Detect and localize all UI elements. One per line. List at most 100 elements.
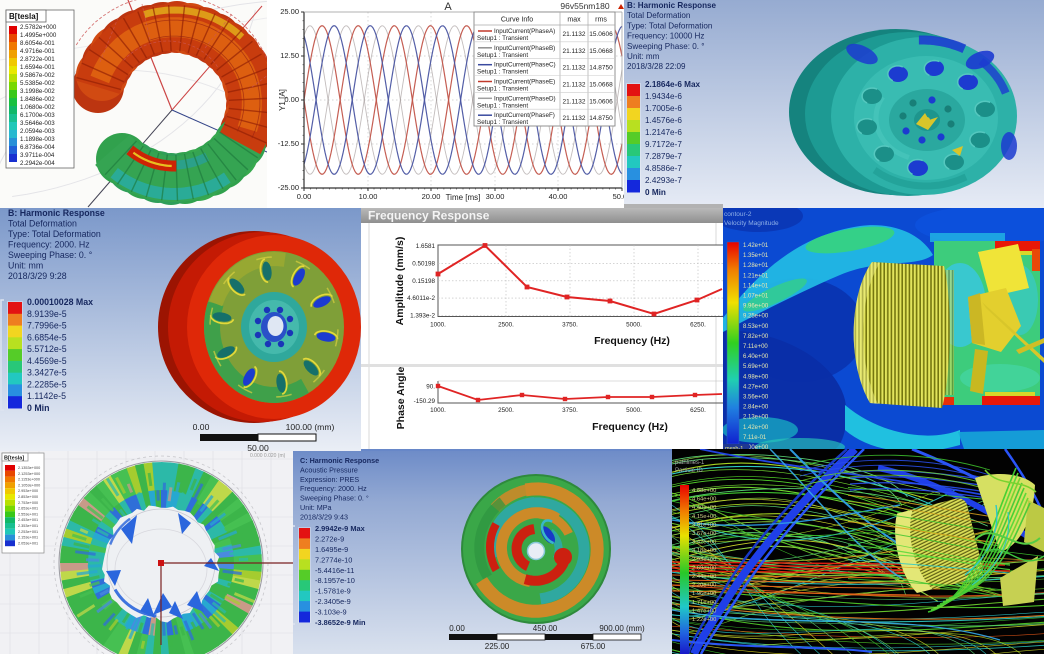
svg-text:Type: Total Deformation: Type: Total Deformation (8, 229, 101, 239)
svg-text:Unit: mm: Unit: mm (8, 261, 43, 271)
svg-text:2500.: 2500. (498, 407, 514, 414)
svg-text:2.272e-9: 2.272e-9 (315, 534, 344, 543)
svg-text:4.4569e-5: 4.4569e-5 (27, 356, 67, 366)
svg-text:A: A (444, 1, 452, 13)
svg-text:mesh-1: mesh-1 (725, 446, 743, 451)
svg-text:9.5867e-002: 9.5867e-002 (20, 72, 55, 79)
svg-text:-25.00: -25.00 (278, 183, 299, 192)
svg-text:1.47e+00: 1.47e+00 (692, 608, 716, 614)
svg-text:0.00: 0.00 (449, 624, 465, 633)
svg-text:4.64e+00: 4.64e+00 (692, 497, 716, 503)
svg-text:Expression: PRES: Expression: PRES (300, 475, 359, 484)
svg-text:2.69e+00: 2.69e+00 (692, 565, 716, 571)
svg-text:Frequency: 2000. Hz: Frequency: 2000. Hz (300, 484, 367, 493)
svg-text:1.35e+01: 1.35e+01 (743, 253, 769, 259)
svg-text:21.1132: 21.1132 (562, 31, 585, 38)
svg-text:7.11e-01: 7.11e-01 (743, 435, 767, 441)
svg-text:2.5782e+000: 2.5782e+000 (20, 24, 57, 31)
svg-text:6250.: 6250. (690, 322, 706, 329)
svg-text:3.5646e-003: 3.5646e-003 (20, 120, 55, 127)
svg-text:21.1132: 21.1132 (562, 65, 585, 72)
svg-text:Setup1 : Transient: Setup1 : Transient (477, 119, 528, 126)
svg-text:3.56e+00: 3.56e+00 (743, 395, 769, 401)
svg-text:1.4995e+000: 1.4995e+000 (20, 32, 57, 39)
svg-text:2.753e+000: 2.753e+000 (18, 501, 38, 505)
svg-text:0.00: 0.00 (297, 192, 312, 201)
svg-text:1.07e+01: 1.07e+01 (743, 294, 769, 300)
svg-text:2.853e+000: 2.853e+000 (18, 495, 38, 499)
svg-text:Setup1 : Transient: Setup1 : Transient (477, 86, 528, 93)
svg-text:1.28e+01: 1.28e+01 (743, 263, 769, 269)
svg-text:3.1998e-002: 3.1998e-002 (20, 88, 55, 95)
svg-text:21.1132: 21.1132 (562, 82, 585, 89)
svg-text:1.0680e-002: 1.0680e-002 (20, 104, 55, 111)
svg-text:0 Min: 0 Min (645, 188, 666, 197)
svg-text:Frequency (Hz): Frequency (Hz) (592, 421, 668, 433)
svg-text:12.50: 12.50 (280, 51, 299, 60)
svg-text:7.2774e-10: 7.2774e-10 (315, 555, 352, 564)
svg-text:6.6854e-5: 6.6854e-5 (27, 332, 67, 342)
svg-text:4.88e+00: 4.88e+00 (692, 488, 716, 494)
svg-text:1.42e+01: 1.42e+01 (743, 243, 769, 249)
svg-text:B[tesla]: B[tesla] (4, 456, 24, 462)
svg-text:2.93e+00: 2.93e+00 (692, 557, 716, 563)
svg-text:1.22e+00: 1.22e+00 (692, 617, 716, 623)
svg-text:Velocity Magnitude: Velocity Magnitude (724, 220, 779, 227)
svg-text:0.00: 0.00 (284, 95, 299, 104)
svg-text:14.8750: 14.8750 (589, 115, 613, 122)
svg-text:21.1132: 21.1132 (562, 48, 585, 55)
svg-text:Sweeping Phase: 0. °: Sweeping Phase: 0. ° (8, 250, 92, 260)
svg-text:0 Min: 0 Min (27, 403, 49, 413)
svg-text:-3.103e-9: -3.103e-9 (315, 608, 347, 617)
svg-text:2.44e+00: 2.44e+00 (692, 574, 716, 580)
svg-text:Sweeping Phase: 0. °: Sweeping Phase: 0. ° (300, 494, 369, 503)
svg-text:7.2879e-7: 7.2879e-7 (645, 152, 682, 161)
svg-text:5.69e+00: 5.69e+00 (743, 364, 769, 370)
svg-text:100.00 (mm): 100.00 (mm) (286, 422, 335, 432)
svg-text:-5.4416e-11: -5.4416e-11 (315, 566, 354, 575)
svg-text:0.50198: 0.50198 (412, 260, 435, 267)
svg-text:50.00: 50.00 (613, 192, 624, 201)
svg-text:90.: 90. (426, 384, 435, 391)
svg-text:5.5712e-5: 5.5712e-5 (27, 344, 67, 354)
svg-text:Frequency: 2000. Hz: Frequency: 2000. Hz (8, 240, 90, 250)
svg-text:96v55nm180: 96v55nm180 (560, 1, 609, 11)
svg-text:Y1 [A]: Y1 [A] (278, 89, 287, 111)
svg-text:4.27e+00: 4.27e+00 (743, 384, 769, 390)
svg-text:1.1142e-5: 1.1142e-5 (27, 391, 66, 401)
svg-text:2.1864e-6 Max: 2.1864e-6 Max (645, 80, 701, 89)
svg-text:3.67e+00: 3.67e+00 (692, 531, 716, 537)
svg-text:21.1132: 21.1132 (562, 98, 585, 105)
svg-text:1.71e+00: 1.71e+00 (692, 600, 716, 606)
svg-text:2.153e+001: 2.153e+001 (18, 536, 38, 540)
svg-text:1000.: 1000. (430, 322, 446, 329)
svg-text:Time [ms]: Time [ms] (446, 193, 481, 202)
svg-text:Type: Total Deformation: Type: Total Deformation (627, 21, 712, 30)
svg-text:Frequency Response: Frequency Response (368, 209, 490, 223)
svg-text:0.15198: 0.15198 (412, 278, 435, 285)
svg-text:2.84e+00: 2.84e+00 (743, 405, 769, 411)
svg-text:-2.3405e-9: -2.3405e-9 (315, 597, 351, 606)
svg-text:4.6011e-2: 4.6011e-2 (407, 295, 435, 302)
svg-text:0.00010028 Max: 0.00010028 Max (27, 297, 93, 307)
svg-text:675.00: 675.00 (581, 642, 606, 651)
svg-text:-3.8652e-9 Min: -3.8652e-9 Min (315, 618, 366, 627)
svg-text:max: max (567, 17, 581, 24)
svg-text:3750.: 3750. (562, 407, 578, 414)
svg-text:14.8750: 14.8750 (589, 65, 613, 72)
svg-text:2.053e+001: 2.053e+001 (18, 541, 38, 545)
svg-text:5000.: 5000. (626, 322, 642, 329)
svg-text:2500.: 2500. (498, 322, 514, 329)
svg-text:2.1153e+000: 2.1153e+000 (18, 478, 40, 482)
svg-text:8.9139e-5: 8.9139e-5 (27, 309, 67, 319)
svg-text:0.00: 0.00 (193, 422, 210, 432)
svg-text:6250.: 6250. (690, 407, 706, 414)
svg-text:Setup1 : Transient: Setup1 : Transient (477, 69, 528, 76)
svg-text:1.7005e-6: 1.7005e-6 (645, 104, 682, 113)
svg-text:Acoustic Pressure: Acoustic Pressure (300, 465, 358, 474)
svg-text:2.1353e+000: 2.1353e+000 (18, 466, 40, 470)
svg-text:15.0606: 15.0606 (589, 98, 613, 105)
svg-text:3.3427e-5: 3.3427e-5 (27, 368, 67, 378)
svg-text:15.0668: 15.0668 (589, 82, 613, 89)
svg-text:1.6581: 1.6581 (416, 243, 436, 250)
